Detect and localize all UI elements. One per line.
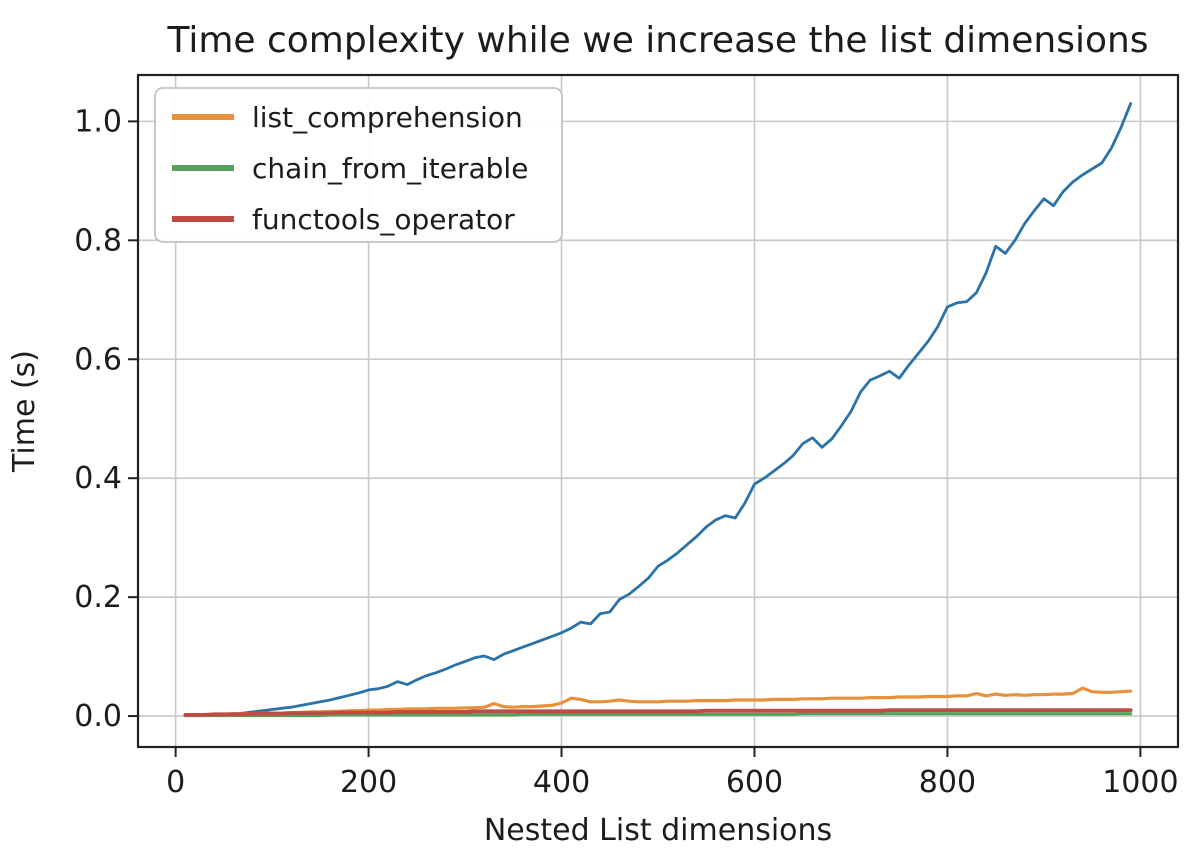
y-tick-label-0.2: 0.2 bbox=[74, 580, 122, 615]
legend-label-chain_from_iterable: chain_from_iterable bbox=[252, 152, 528, 185]
series-layer bbox=[183, 102, 1133, 718]
x-tick-label-1000: 1000 bbox=[1102, 765, 1178, 800]
legend-label-list_comprehension: list_comprehension bbox=[252, 101, 523, 134]
plot-border bbox=[136, 73, 1180, 749]
y-tick-label-0.8: 0.8 bbox=[74, 223, 122, 258]
x-tick-label-0: 0 bbox=[166, 765, 185, 800]
axes-layer bbox=[136, 73, 1180, 749]
y-axis-label: Time (s) bbox=[7, 350, 42, 473]
y-tick-label-0.4: 0.4 bbox=[74, 461, 122, 496]
x-tick-label-200: 200 bbox=[340, 765, 397, 800]
series-line-functools_operator bbox=[183, 708, 1133, 717]
ticks-layer: 0 200 400 600 800 1000 0.0 0.2 0.4 0.6 0.8 1.0 bbox=[74, 104, 1178, 800]
x-tick-label-800: 800 bbox=[919, 765, 976, 800]
legend-layer: list_comprehension chain_from_iterablefun… bbox=[154, 87, 563, 243]
y-tick-label-0: 0.0 bbox=[74, 699, 122, 734]
x-tick-label-400: 400 bbox=[533, 765, 590, 800]
series-line-unlabeled_quadratic_line bbox=[183, 102, 1133, 717]
y-tick-label-0.6: 0.6 bbox=[74, 342, 122, 377]
series-line-chain_from_iterable bbox=[183, 712, 1133, 718]
y-tick-label-1: 1.0 bbox=[74, 104, 122, 139]
chart-title: Time complexity while we increase the li… bbox=[166, 20, 1148, 61]
x-axis-label: Nested List dimensions bbox=[484, 813, 832, 848]
x-tick-label-600: 600 bbox=[726, 765, 783, 800]
legend-label-functools_operator: functools_operator bbox=[252, 203, 515, 236]
legend-box bbox=[154, 87, 563, 243]
